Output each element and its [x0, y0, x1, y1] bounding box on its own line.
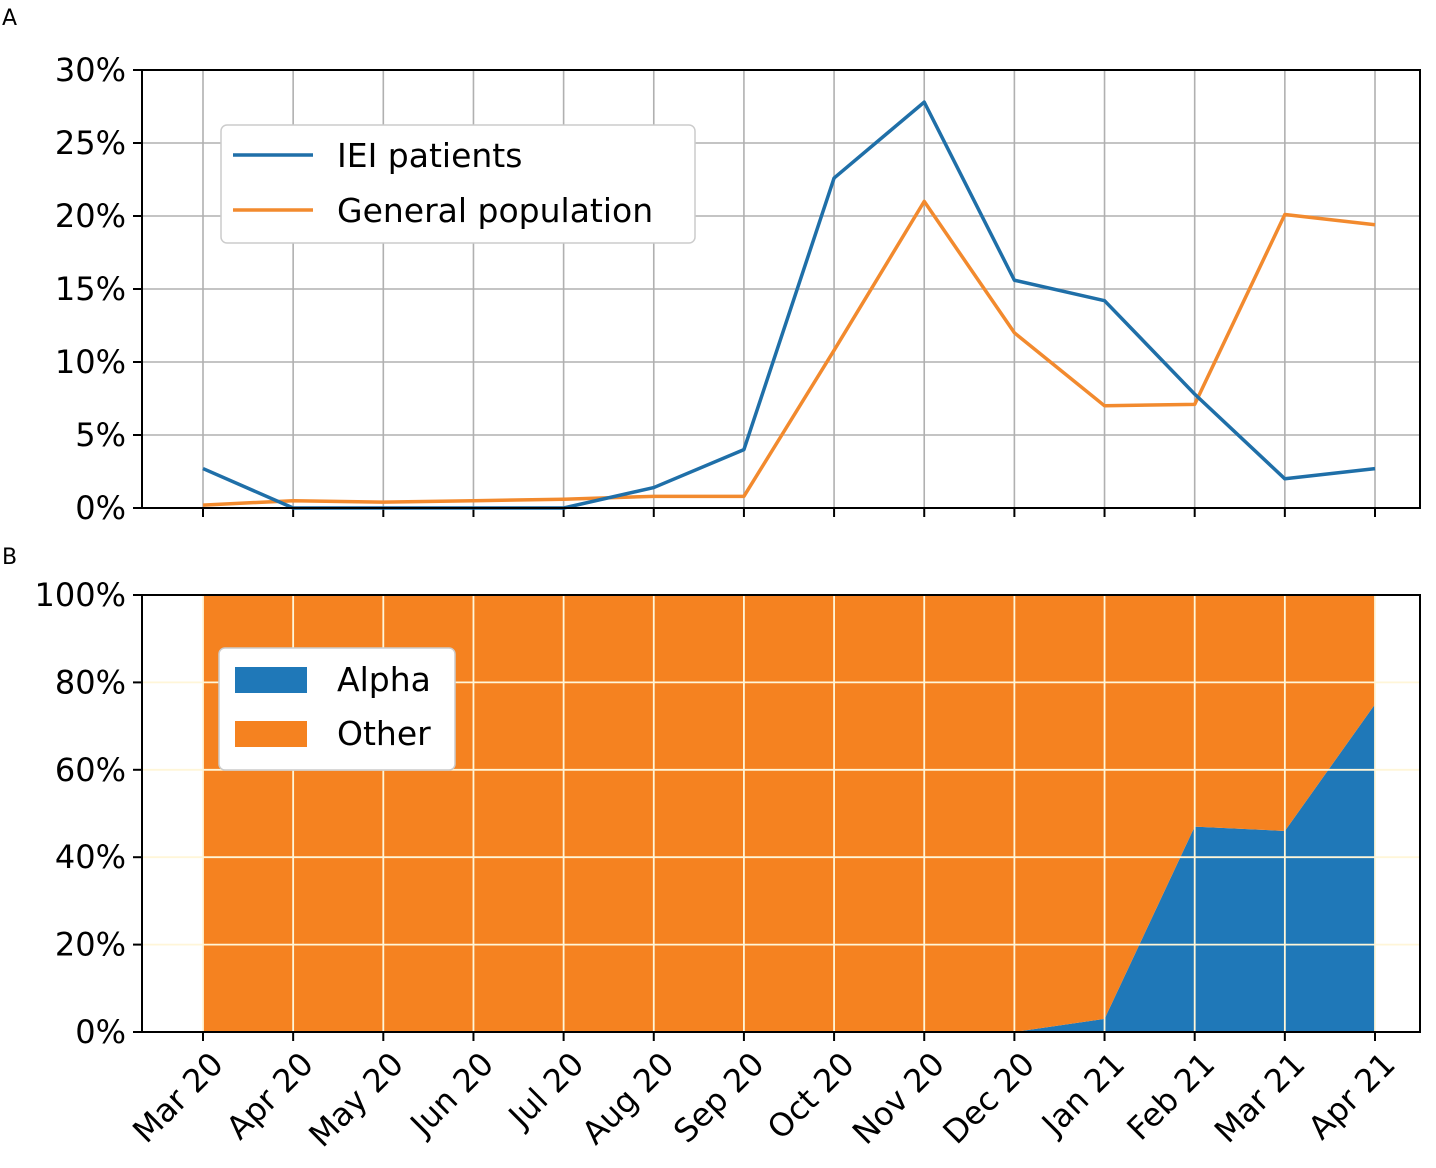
y-tick-label: 5% [75, 416, 126, 454]
x-tick-label: Dec 20 [935, 1045, 1042, 1152]
y-tick-label: 10% [55, 343, 126, 381]
x-tick-label: Feb 21 [1119, 1045, 1222, 1148]
y-tick-label: 20% [55, 197, 126, 235]
panel-a-letter: A [2, 6, 18, 31]
legend-swatch [235, 667, 307, 693]
legend: Alpha Other [218, 647, 456, 771]
area-alpha [203, 704, 1375, 1032]
y-tick-label: 40% [55, 838, 126, 876]
x-tick-label: Nov 20 [845, 1045, 952, 1152]
axes-frame [141, 594, 1421, 1033]
legend-label: Other [337, 714, 431, 753]
y-tick-label: 0% [75, 1013, 126, 1051]
y-tick-label: 60% [55, 751, 126, 789]
legend-swatch [235, 721, 307, 747]
legend: IEI patients General population [220, 124, 696, 244]
x-tick-label: May 20 [301, 1045, 411, 1155]
legend-label: IEI patients [337, 136, 522, 175]
x-tick-label: Jun 20 [401, 1045, 501, 1145]
x-tick-label: Apr 21 [1301, 1045, 1403, 1147]
panel-b-letter: B [2, 545, 18, 570]
y-tick-label: 80% [55, 663, 126, 701]
y-tick-label: 30% [55, 51, 126, 89]
x-tick-label: Oct 20 [760, 1045, 862, 1147]
y-tick-label: 15% [55, 270, 126, 308]
legend-box [220, 124, 696, 244]
x-tick-label: Aug 20 [574, 1045, 681, 1152]
y-tick-label: 0% [75, 489, 126, 527]
legend-label: General population [337, 191, 653, 230]
series-line-general-population [202, 199, 1376, 507]
y-tick-label: 25% [55, 124, 126, 162]
area-other [203, 595, 1375, 1032]
x-tick-label: Jan 21 [1033, 1045, 1132, 1144]
x-tick-label: Mar 21 [1207, 1045, 1313, 1151]
legend-label: Alpha [337, 660, 431, 699]
x-tick-label: Mar 20 [125, 1045, 231, 1151]
y-tick-label: 20% [55, 926, 126, 964]
x-tick-label: Sep 20 [666, 1045, 772, 1151]
axes-frame [141, 69, 1421, 509]
y-tick-label: 100% [35, 576, 126, 614]
